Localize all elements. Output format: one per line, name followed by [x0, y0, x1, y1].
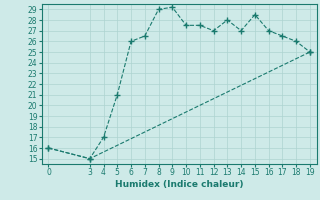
X-axis label: Humidex (Indice chaleur): Humidex (Indice chaleur): [115, 180, 244, 189]
